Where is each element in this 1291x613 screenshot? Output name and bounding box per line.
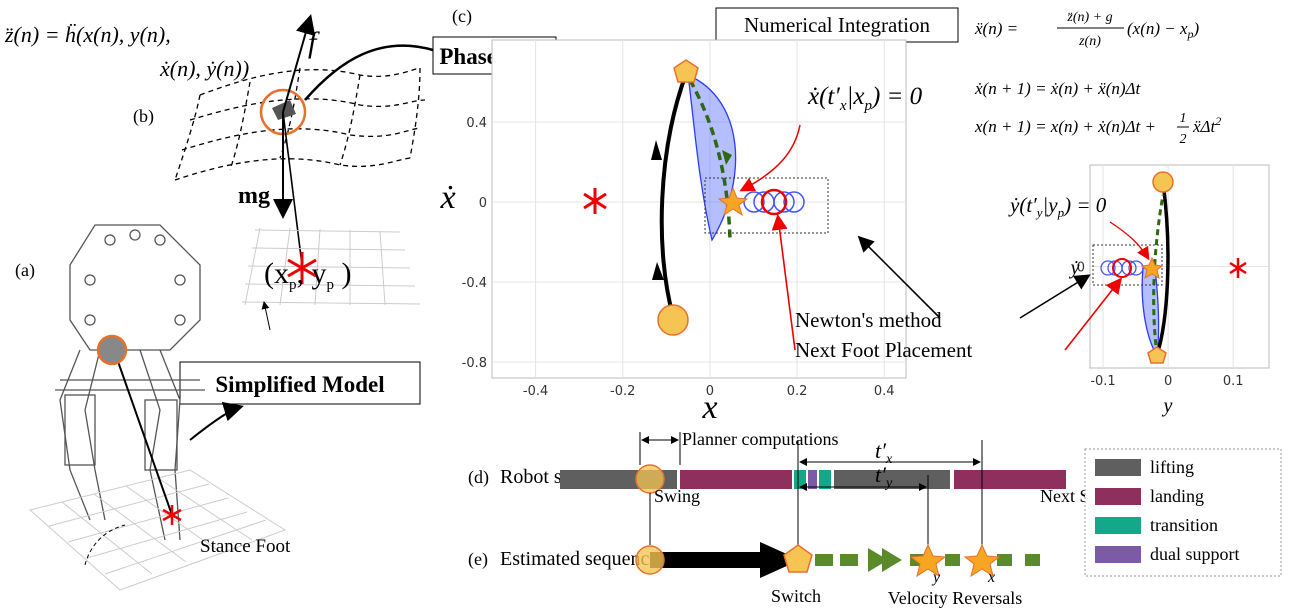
equation-1-tail: (x(n) − xp) (1127, 19, 1200, 41)
equation-1: ẍ(n) = (974, 19, 1018, 38)
figure: z̈(n) = ḧ(x(n), y(n), ẋ(n), ẏ(n)) f (b) … (0, 0, 1291, 613)
phase-link (305, 46, 433, 100)
y-reversal-condition: ẏ(t′y|yp) = 0 (1008, 193, 1107, 220)
y-tick-label: 0 (479, 196, 487, 211)
legend-label: dual support (1150, 544, 1240, 564)
estimated-sequence-bar (636, 542, 1040, 578)
x-tick-label: 0.4 (874, 384, 895, 399)
swing-label: Swing (654, 486, 700, 506)
swing-path (85, 525, 125, 565)
y-axis-label: ẏ (1069, 257, 1080, 279)
panel-label-b: (b) (133, 106, 154, 127)
equation-3-tail: ẍΔt2 (1192, 114, 1221, 136)
model-arrow (190, 407, 240, 440)
x-tick-label: -0.1 (1090, 374, 1115, 389)
velocity-reversals-label: Velocity Reversals (888, 588, 1022, 608)
planner-label: Planner computations (682, 429, 838, 449)
x-tick-label: 0.2 (787, 384, 808, 399)
next-foot-label: Next Foot Placement (795, 338, 972, 362)
y-axis-label: ẋ (439, 179, 455, 216)
equation-1-denominator: z(n) (1078, 34, 1101, 49)
x-tick-label: 0.1 (1223, 374, 1244, 389)
panel-label-c: (c) (452, 6, 472, 27)
legend-swatch (1095, 459, 1141, 476)
legend-label: transition (1150, 515, 1218, 535)
x-tick-label: -0.4 (523, 384, 548, 399)
equation-3-numerator: 1 (1180, 111, 1187, 126)
pointer (264, 302, 270, 330)
y-tick-label: -0.4 (462, 276, 487, 291)
equation-z-line2: ẋ(n), ẏ(n)) (159, 56, 249, 81)
y-tick-label: -0.8 (462, 356, 487, 371)
x-tick-label: -0.2 (610, 384, 635, 399)
foot-point-label: (xp, yp ) (264, 257, 352, 293)
integration-equations: ẍ(n) = z̈(n) + g z(n) (x(n) − xp) ẋ(n + … (974, 10, 1221, 147)
mg-label: mg (238, 183, 270, 209)
x-axis-label: x (701, 389, 717, 426)
newton-label: Newton's method (795, 308, 942, 332)
floor-grid (30, 470, 285, 590)
legend-swatch (1095, 517, 1141, 534)
panel-label-e: (e) (468, 549, 488, 570)
planner-span (640, 432, 680, 465)
equation-2: ẋ(n + 1) = ẋ(n) + ẍ(n)Δt (974, 79, 1141, 98)
switch-label: Switch (771, 586, 821, 606)
stance-foot-label: Stance Foot (200, 536, 291, 557)
estimated-sequence-label: Estimated sequence (500, 548, 658, 570)
legend-label: landing (1150, 486, 1204, 506)
leg-line (283, 112, 302, 265)
panel-label-a: (a) (15, 260, 35, 281)
equation-1-numerator: z̈(n) + g (1066, 10, 1112, 25)
star-x-label: x (987, 569, 995, 586)
equation-z-line1: z̈(n) = ḧ(x(n), y(n), (4, 22, 171, 47)
simplified-model-label: Simplified Model (215, 372, 384, 397)
y-tick-label: 0.4 (466, 116, 487, 131)
robot-com (98, 336, 126, 364)
panel-label-d: (d) (468, 467, 489, 488)
legend-swatch (1095, 488, 1141, 505)
force-label: f (308, 26, 320, 59)
legend-swatch (1095, 546, 1141, 563)
x-tick-label: 0 (1164, 374, 1172, 389)
legend-label: lifting (1150, 457, 1194, 477)
equation-3-denominator: 2 (1180, 132, 1187, 147)
star-y-label: y (931, 569, 941, 586)
numerical-integration-label: Numerical Integration (744, 13, 931, 37)
stance-leg (115, 353, 172, 515)
x-axis-label: y (1162, 395, 1173, 417)
equation-3: x(n + 1) = x(n) + ẋ(n)Δt + (974, 117, 1156, 136)
